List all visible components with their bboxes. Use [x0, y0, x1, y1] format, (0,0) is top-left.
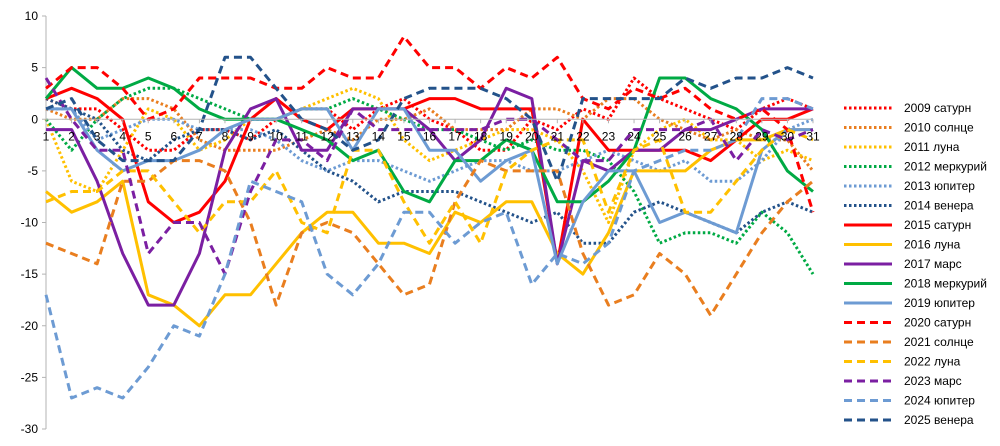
legend-label: 2009 сатурн [904, 101, 971, 115]
series-line-14 [44, 77, 814, 276]
x-tick-label: 24 [627, 129, 641, 143]
x-tick-label: 15 [397, 129, 411, 143]
legend-label: 2021 солнце [904, 335, 974, 349]
x-tick-label: 13 [346, 129, 360, 143]
series-line-9 [44, 66, 814, 204]
x-tick-label: 3 [94, 129, 101, 143]
series-line-13 [45, 128, 814, 245]
x-tick-label: 29 [755, 129, 769, 143]
y-tick-label: -15 [21, 267, 39, 281]
x-tick-label: 21 [551, 129, 565, 143]
y-axis: 10 5 0 -5 -10 -15 -20 -25 -30 [21, 9, 47, 436]
x-tick-label: 9 [247, 129, 254, 143]
x-tick-label: 17 [448, 129, 462, 143]
legend-label: 2012 меркурий [904, 160, 987, 174]
y-tick-label: -20 [21, 319, 39, 333]
x-tick-label: 6 [170, 129, 177, 143]
legend-label: 2014 венера [904, 199, 974, 213]
x-tick-label: 30 [781, 129, 795, 143]
legend-label: 2023 марс [904, 374, 962, 388]
x-tick-label: 4 [119, 129, 126, 143]
y-tick-label: -30 [21, 422, 39, 436]
x-tick-label: 25 [653, 129, 667, 143]
legend-label: 2011 луна [904, 140, 960, 154]
series-line-15 [44, 97, 814, 400]
y-tick-label: -25 [21, 370, 39, 384]
x-tick-label: 7 [196, 129, 203, 143]
x-tick-label: 16 [423, 129, 437, 143]
legend-label: 2024 юпитер [904, 394, 975, 408]
legend-label: 2013 юпитер [904, 179, 975, 193]
x-tick-label: 19 [500, 129, 514, 143]
x-tick-label: 26 [678, 129, 692, 143]
x-tick-label: 2 [68, 129, 75, 143]
y-tick-label: 5 [31, 61, 38, 75]
legend-label: 2020 сатурн [904, 316, 971, 330]
x-axis: 1 2 3 4 5 6 7 8 9 10 11 12 13 14 15 16 17 18 19 20 21 22 23 24 2… [43, 118, 820, 143]
x-tick-label: 8 [222, 129, 229, 143]
series-line-16 [45, 55, 814, 183]
y-tick-label: 10 [25, 9, 39, 23]
x-tick-label: 22 [576, 129, 590, 143]
legend-label: 2016 луна [904, 238, 961, 252]
legend-label: 2010 солнце [904, 121, 974, 135]
series-lines [44, 35, 815, 400]
x-tick-label: 31 [806, 129, 820, 143]
legend-label: 2022 луна [904, 355, 961, 369]
legend: 2009 сатурн 2010 солнце 2011 луна 2012 мерк… [844, 101, 987, 427]
y-tick-label: 0 [31, 112, 38, 126]
x-tick-label: 20 [525, 129, 539, 143]
x-tick-label: 11 [295, 129, 308, 143]
x-tick-label: 14 [372, 129, 386, 143]
series-line-11 [45, 35, 815, 213]
x-tick-label: 1 [43, 129, 50, 143]
x-tick-label: 27 [704, 129, 718, 143]
legend-label: 2025 венера [904, 413, 974, 427]
y-tick-label: -10 [21, 216, 39, 230]
legend-label: 2019 юпитер [904, 296, 975, 310]
y-tick-label: -5 [27, 164, 38, 178]
x-tick-label: 5 [145, 129, 152, 143]
x-tick-label: 28 [730, 129, 744, 143]
legend-label: 2017 марс [904, 257, 962, 271]
x-tick-label: 10 [269, 129, 283, 143]
series-line-2 [44, 86, 814, 224]
legend-label: 2018 меркурий [904, 277, 987, 291]
x-tick-label: 12 [321, 129, 335, 143]
x-tick-label: 18 [474, 129, 488, 143]
x-tick-label: 23 [602, 129, 616, 143]
legend-label: 2015 сатурн [904, 218, 971, 232]
series-line-0 [45, 76, 814, 152]
